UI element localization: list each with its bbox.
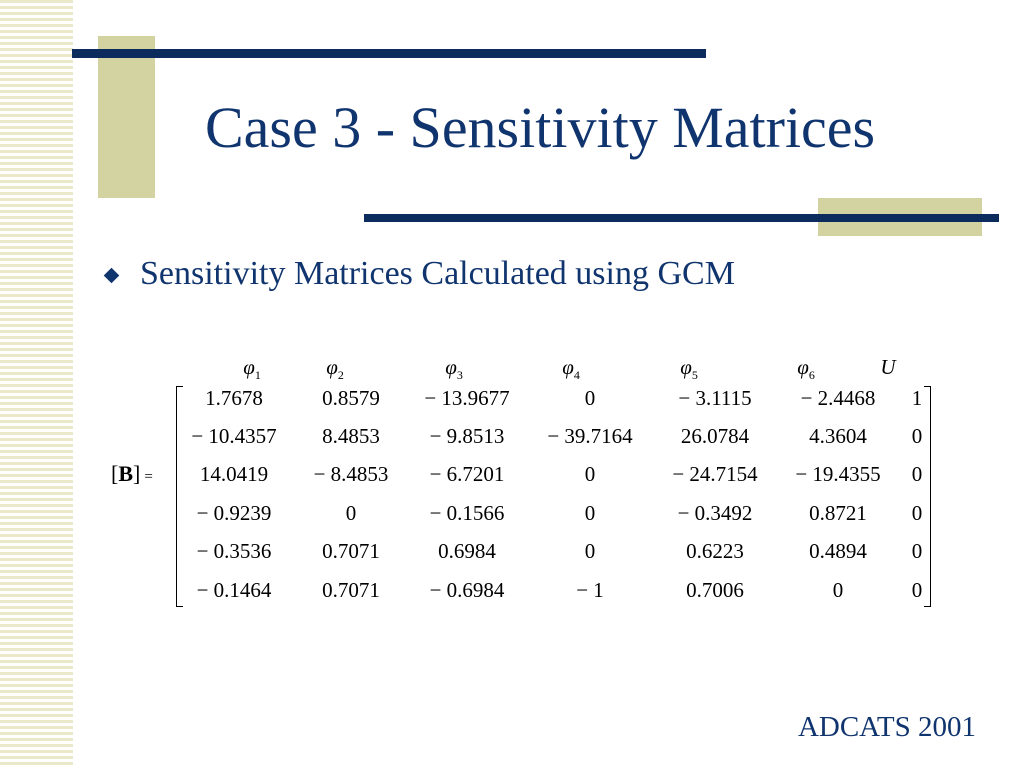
matrix-cell: − 6.7201 [429, 462, 505, 486]
matrix-cell: − 2.4468 [800, 386, 876, 410]
matrix-cell: 0 [584, 501, 596, 525]
matrix-cell: 0 [911, 462, 923, 486]
column-header: φ4 [562, 355, 580, 383]
decorative-block-top [98, 36, 155, 198]
slide-title: Case 3 - Sensitivity Matrices [205, 95, 876, 160]
matrix-cell: 8.4853 [322, 424, 380, 448]
matrix-cell: 0 [584, 539, 596, 563]
column-header-symbol: φ [243, 355, 255, 379]
matrix-cell: 0 [584, 462, 596, 486]
matrix-cell: − 13.9677 [424, 386, 510, 410]
column-header: φ2 [326, 355, 344, 383]
matrix-cell: 0.8721 [809, 501, 867, 525]
matrix-left-bracket [176, 386, 183, 607]
matrix-cell: 1 [911, 386, 923, 410]
matrix-cell: 0.8579 [322, 386, 380, 410]
column-header-subscript: 4 [573, 368, 580, 383]
matrix-cell: 26.0784 [680, 424, 750, 448]
matrix-cell: − 10.4357 [191, 424, 277, 448]
matrix-cell: − 8.4853 [313, 462, 389, 486]
column-header-symbol: φ [680, 355, 692, 379]
decorative-line-bottom [364, 214, 999, 222]
column-header: φ3 [445, 355, 463, 383]
matrix-cell: − 0.1464 [196, 578, 272, 602]
matrix-cell: 0 [911, 539, 923, 563]
matrix-equals: = [144, 469, 153, 485]
matrix-cell: − 9.8513 [429, 424, 505, 448]
matrix-cell: 14.0419 [199, 462, 269, 486]
decorative-stripes [0, 0, 73, 768]
matrix-symbol: B [118, 461, 134, 486]
column-header-subscript: 3 [456, 368, 463, 383]
matrix-cell: − 19.4355 [795, 462, 881, 486]
matrix-cell: 0.6984 [438, 539, 496, 563]
matrix-cell: 0.7071 [322, 539, 380, 563]
matrix-cell: 0 [911, 424, 923, 448]
column-header: U [880, 355, 895, 383]
column-header: φ6 [797, 355, 815, 383]
matrix-cell: 4.3604 [809, 424, 867, 448]
matrix-cell: − 24.7154 [672, 462, 758, 486]
matrix-cell: 0.7006 [686, 578, 744, 602]
column-header-symbol: φ [562, 355, 574, 379]
matrix-cell: − 0.9239 [196, 501, 272, 525]
matrix-cell: 0 [911, 501, 923, 525]
matrix-cell: 1.7678 [205, 386, 263, 410]
column-header-subscript: 6 [808, 368, 815, 383]
matrix-cell: − 0.6984 [429, 578, 505, 602]
matrix-cell: 0 [345, 501, 357, 525]
matrix-label: [B] = [111, 461, 153, 486]
matrix-cell: 0.7071 [322, 578, 380, 602]
column-header-symbol: φ [797, 355, 809, 379]
column-header-symbol: U [880, 355, 896, 379]
matrix-cell: − 0.1566 [429, 501, 505, 525]
column-header-symbol: φ [445, 355, 457, 379]
matrix-cell: 0 [911, 578, 923, 602]
matrix-right-bracket [924, 386, 931, 607]
matrix-cell: 0.6223 [686, 539, 744, 563]
column-header-subscript: 2 [337, 368, 344, 383]
column-header: φ5 [680, 355, 698, 383]
matrix-cell: 0 [584, 386, 596, 410]
matrix-cell: − 1 [576, 578, 604, 602]
matrix-cell: − 0.3492 [677, 501, 753, 525]
diamond-bullet-icon [103, 267, 120, 284]
column-header-symbol: φ [326, 355, 338, 379]
column-header-subscript: 1 [254, 368, 261, 383]
matrix-cell: − 0.3536 [196, 539, 272, 563]
matrix-cell: − 3.1115 [678, 386, 752, 410]
footer-text: ADCATS 2001 [797, 711, 976, 743]
column-header: φ1 [243, 355, 261, 383]
matrix-cell: 0 [832, 578, 844, 602]
decorative-line-top [72, 49, 706, 58]
column-header-subscript: 5 [691, 368, 698, 383]
matrix-cell: 0.4894 [809, 539, 867, 563]
bullet-text: Sensitivity Matrices Calculated using GC… [140, 255, 735, 292]
matrix-cell: − 39.7164 [547, 424, 633, 448]
